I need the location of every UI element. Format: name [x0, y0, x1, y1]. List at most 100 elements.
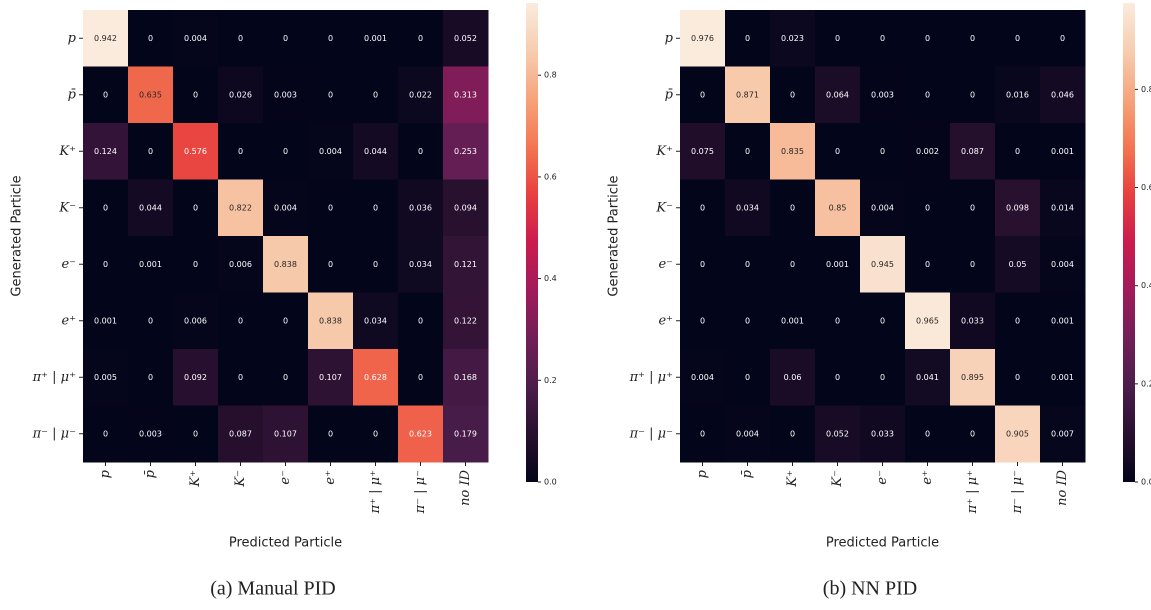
cell-label: 0.838: [319, 316, 342, 325]
cell-label: 0.094: [454, 203, 477, 212]
cell-label: 0.001: [826, 260, 849, 269]
colorbar-tick-label: 0.0: [1141, 478, 1151, 487]
heatmap-cell: [398, 66, 444, 124]
cell-label: 0.576: [184, 147, 207, 156]
heatmap-cell: [725, 349, 771, 406]
heatmap-cell: [173, 405, 219, 463]
heatmap-cell: [443, 179, 489, 237]
x-tick-label: e⁻: [875, 470, 890, 485]
cell-label: 0.835: [781, 147, 804, 156]
cell-label: 0.087: [961, 147, 984, 156]
cell-label: 0.004: [184, 34, 207, 43]
cell-label: 0: [103, 260, 108, 269]
y-tick-label: e⁻: [658, 257, 673, 272]
y-tick-label: e⁺: [658, 313, 673, 328]
cell-label: 0.942: [94, 34, 117, 43]
cell-label: 0.033: [961, 316, 984, 325]
y-tick-label: p̄: [665, 87, 674, 102]
heatmap-cell: [995, 349, 1041, 406]
heatmap-cell: [680, 10, 726, 67]
heatmap-cell: [860, 349, 906, 406]
cell-label: 0.871: [736, 90, 759, 99]
colorbar-tick-label: 0.8: [1141, 85, 1151, 94]
heatmap-cell: [815, 66, 861, 124]
heatmap-cell: [680, 179, 726, 237]
cell-label: 0.001: [1051, 373, 1074, 382]
cell-label: 0: [418, 316, 423, 325]
cell-label: 0.06: [784, 373, 802, 382]
heatmap-cell: [950, 292, 996, 350]
cell-label: 0.001: [1051, 147, 1074, 156]
x-tick-label: p: [695, 469, 710, 478]
cell-label: 0.003: [274, 90, 297, 99]
heatmap-cell: [398, 236, 444, 293]
cell-label: 0: [790, 203, 795, 212]
y-tick-label: π⁻ | μ⁻: [32, 426, 76, 441]
cell-label: 0: [283, 316, 288, 325]
heatmap-cell: [128, 405, 174, 463]
heatmap-cell: [995, 10, 1041, 67]
heatmap-cell: [725, 66, 771, 124]
cell-label: 0: [745, 260, 750, 269]
heatmap-cell: [950, 179, 996, 237]
heatmap-cell: [308, 179, 354, 237]
heatmap-cell: [1040, 10, 1086, 67]
cell-label: 0: [328, 34, 333, 43]
cell-label: 0.034: [409, 260, 432, 269]
cell-label: 0.002: [916, 147, 939, 156]
heatmap-cell: [860, 123, 906, 180]
heatmap-cell: [770, 349, 816, 406]
heatmap-cell: [860, 236, 906, 293]
heatmap-cell: [398, 123, 444, 180]
heatmap-cell: [1040, 179, 1086, 237]
cell-label: 0.006: [184, 316, 207, 325]
cell-label: 0.014: [1051, 203, 1074, 212]
heatmap-cell: [770, 66, 816, 124]
cell-label: 0: [103, 203, 108, 212]
cell-label: 0: [790, 429, 795, 438]
heatmap-cell: [173, 66, 219, 124]
cell-label: 0.064: [826, 90, 849, 99]
heatmap-cell: [443, 236, 489, 293]
cell-label: 0: [970, 260, 975, 269]
heatmap-cell: [995, 123, 1041, 180]
cell-label: 0: [700, 429, 705, 438]
cell-label: 0: [1015, 373, 1020, 382]
heatmap-cell: [218, 10, 264, 67]
heatmap-cell: [83, 236, 129, 293]
heatmap-cell: [443, 292, 489, 350]
heatmap-cell: [308, 10, 354, 67]
heatmap-cell: [950, 405, 996, 463]
cell-label: 0.046: [1051, 90, 1074, 99]
cell-label: 0.005: [94, 373, 117, 382]
cell-label: 0.965: [916, 316, 939, 325]
heatmap-cell: [443, 66, 489, 124]
heatmap-cell: [815, 292, 861, 350]
cell-label: 0: [790, 260, 795, 269]
cell-label: 0.004: [319, 147, 342, 156]
cell-label: 0.05: [1009, 260, 1027, 269]
heatmap-cell: [263, 66, 309, 124]
heatmap-cell: [128, 123, 174, 180]
cell-label: 0: [925, 429, 930, 438]
heatmap-cell: [398, 349, 444, 406]
cell-label: 0: [283, 34, 288, 43]
heatmap-cell: [218, 66, 264, 124]
heatmap-cell: [128, 66, 174, 124]
cell-label: 0: [193, 429, 198, 438]
heatmap-cell: [770, 292, 816, 350]
cell-label: 0.179: [454, 429, 477, 438]
cell-label: 0: [1015, 147, 1020, 156]
cell-label: 0.075: [691, 147, 714, 156]
cell-label: 0: [238, 316, 243, 325]
cell-label: 0: [745, 147, 750, 156]
cell-label: 0.107: [319, 373, 342, 382]
heatmap-cell: [128, 10, 174, 67]
heatmap-cell: [950, 236, 996, 293]
heatmap-cell: [815, 405, 861, 463]
cell-label: 0: [880, 373, 885, 382]
heatmap-cell: [680, 349, 726, 406]
cell-label: 0: [148, 373, 153, 382]
y-tick-label: π⁺ | μ⁺: [32, 370, 76, 385]
heatmap-cell: [173, 179, 219, 237]
